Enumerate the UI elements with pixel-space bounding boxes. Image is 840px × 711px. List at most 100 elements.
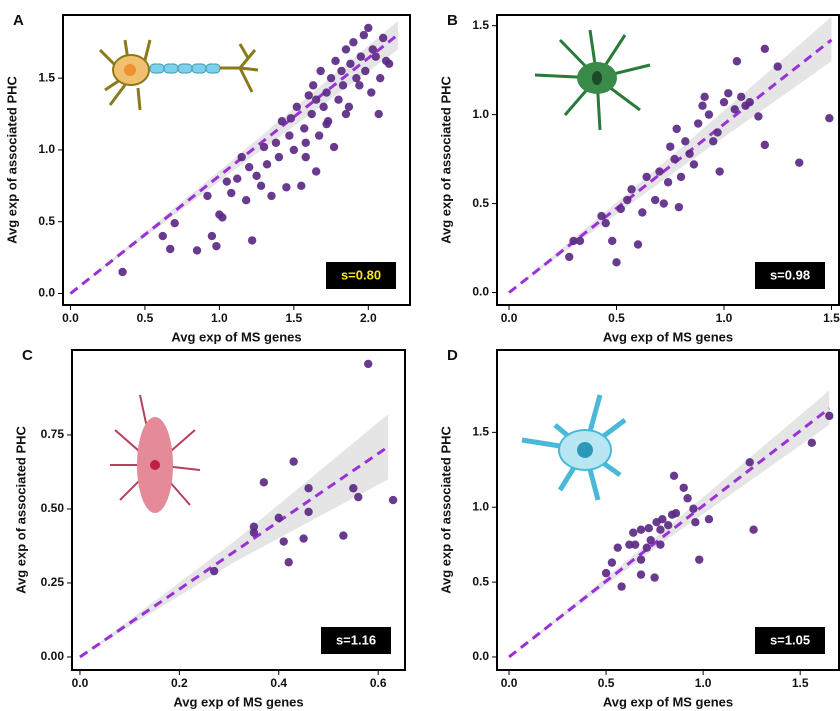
point <box>282 183 291 192</box>
point <box>646 535 655 545</box>
point <box>355 81 364 90</box>
point <box>233 174 242 183</box>
panel-letter: B <box>447 12 458 29</box>
point <box>361 66 370 76</box>
point <box>638 208 647 217</box>
point <box>694 119 703 128</box>
point <box>359 30 369 40</box>
point <box>249 522 259 531</box>
point <box>691 518 700 527</box>
point <box>252 171 261 180</box>
point <box>311 95 321 104</box>
panel-letter: A <box>13 12 24 29</box>
y-tick-label: 0.50 <box>41 501 65 515</box>
point <box>322 119 331 129</box>
point <box>732 57 742 66</box>
point <box>249 528 259 537</box>
point <box>247 236 257 245</box>
neuron-icon <box>98 39 259 111</box>
point <box>669 471 679 480</box>
point <box>709 137 718 146</box>
point <box>623 195 632 205</box>
point <box>676 172 686 182</box>
point <box>304 507 313 517</box>
point <box>356 52 366 61</box>
point <box>376 73 385 83</box>
y-tick-label: 0.0 <box>38 286 55 300</box>
point <box>612 258 621 267</box>
point <box>346 59 355 69</box>
point <box>344 102 354 112</box>
y-tick-label: 1.0 <box>472 499 489 513</box>
point <box>683 494 692 503</box>
point <box>262 160 272 169</box>
x-tick-label: 0.0 <box>501 676 518 690</box>
point <box>285 131 294 140</box>
point <box>698 101 707 110</box>
x-tick-label: 0.5 <box>598 676 615 690</box>
point <box>364 359 373 369</box>
point <box>337 66 346 76</box>
point <box>642 543 652 552</box>
point <box>349 38 358 47</box>
point <box>378 33 388 43</box>
y-tick-label: 0.0 <box>472 649 489 663</box>
point <box>274 152 284 162</box>
point <box>384 59 394 69</box>
point <box>326 73 336 83</box>
x-tick-label: 1.0 <box>716 311 733 325</box>
point <box>825 113 834 123</box>
x-axis-label: Avg exp of MS genes <box>173 694 303 709</box>
y-tick-label: 0.00 <box>41 649 65 663</box>
annotation: s=0.98 <box>770 267 810 282</box>
x-tick-label: 0.4 <box>270 676 287 690</box>
point <box>651 195 660 205</box>
point <box>607 558 617 567</box>
x-tick-label: 0.5 <box>137 311 154 325</box>
point <box>209 566 219 576</box>
annotation-box <box>755 262 825 289</box>
y-tick-label: 1.5 <box>472 18 489 32</box>
point <box>368 45 377 54</box>
point <box>754 112 763 121</box>
point <box>279 537 288 546</box>
point <box>311 167 321 176</box>
point <box>319 102 328 112</box>
x-tick-label: 1.0 <box>211 311 228 325</box>
y-tick-label: 0.75 <box>41 427 65 441</box>
point <box>322 88 331 97</box>
point <box>642 172 651 182</box>
point <box>663 520 673 530</box>
point <box>627 185 636 194</box>
point <box>616 204 626 214</box>
point <box>629 528 638 537</box>
point <box>297 181 306 191</box>
point <box>760 140 770 150</box>
point <box>749 525 758 534</box>
x-axis-label: Avg exp of MS genes <box>171 329 301 344</box>
plot-frame <box>496 349 840 671</box>
point <box>608 236 617 246</box>
point <box>170 218 179 228</box>
point <box>192 246 202 255</box>
point <box>301 138 310 147</box>
point <box>241 195 251 205</box>
point <box>625 540 634 549</box>
point <box>331 56 340 66</box>
point <box>289 457 298 466</box>
point <box>374 109 383 119</box>
oligodendrocyte-icon <box>110 394 201 513</box>
point <box>371 52 380 61</box>
x-tick-label: 0.6 <box>370 676 387 690</box>
point <box>237 152 246 162</box>
point <box>613 543 622 552</box>
x-tick-label: 1.5 <box>792 676 809 690</box>
point <box>341 45 351 54</box>
point <box>679 483 688 492</box>
y-tick-label: 1.5 <box>472 425 489 439</box>
annotation-box <box>326 262 396 289</box>
y-tick-label: 0.5 <box>472 574 489 588</box>
y-axis-label: Avg exp of associated PHC <box>438 75 453 243</box>
x-tick-label: 1.5 <box>285 311 302 325</box>
